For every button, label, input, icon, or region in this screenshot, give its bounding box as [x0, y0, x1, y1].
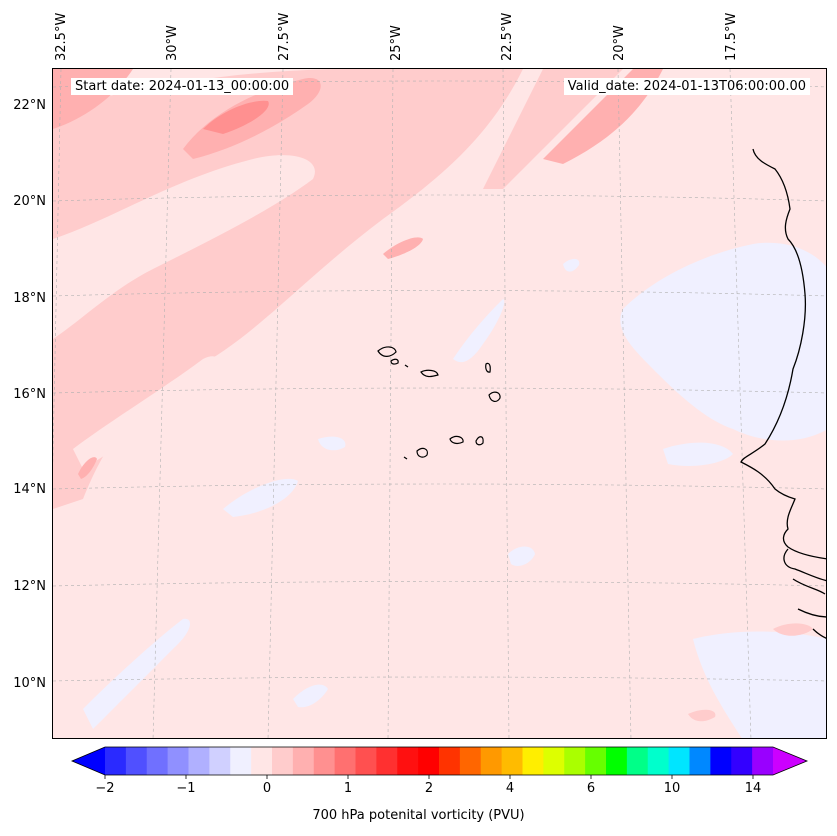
cape-verde-islands [377, 346, 501, 460]
lat-label: 14°N [13, 482, 46, 497]
lat-label: 12°N [13, 579, 46, 594]
colorbar-segment [459, 747, 482, 775]
colorbar-tick: 2 [424, 781, 434, 796]
colorbar-label: 700 hPa potenital vorticity (PVU) [312, 808, 525, 823]
colorbar-segment [543, 747, 565, 775]
colorbar-segment [125, 747, 148, 775]
colorbar-segment [230, 747, 252, 775]
pv-band-main [53, 69, 523, 509]
colorbar-tick: 0 [262, 781, 272, 796]
colorbar-tick: 10 [663, 781, 681, 796]
lat-label: 16°N [13, 387, 46, 402]
lon-label: 27.5°W [277, 12, 292, 61]
colorbar-segment [355, 747, 377, 775]
colorbar-segment [397, 747, 419, 775]
lon-label: 25°W [389, 25, 404, 61]
colorbar-segment [146, 747, 169, 775]
pv-spot-w [78, 457, 97, 479]
pv-pos-s [688, 709, 716, 722]
pv-band-dark3 [203, 100, 269, 134]
colorbar-segment [418, 747, 440, 775]
pv-band-inner [53, 155, 315, 339]
colorbar-tick: 14 [744, 781, 762, 796]
valid-date-label: Valid_date: 2024-01-13T06:00:00.00 [563, 78, 810, 95]
colorbar-segment [272, 747, 294, 775]
start-date-label: Start date: 2024-01-13_00:00:00 [71, 78, 294, 95]
pv-pos-se [773, 623, 813, 636]
colorbar-segment [188, 747, 210, 775]
colorbar-segment [626, 747, 649, 775]
colorbar-segment [480, 747, 503, 775]
colorbar-extend-max [773, 747, 807, 775]
pv-neg-c2 [508, 546, 535, 566]
colorbar-segment [334, 747, 356, 775]
lon-label: 32.5°W [54, 12, 69, 61]
lon-label: 30°W [165, 25, 180, 61]
colorbar-segment [606, 747, 628, 775]
colorbar-segment [752, 747, 774, 775]
pv-neg-east2 [663, 442, 733, 466]
colorbar-segment [731, 747, 753, 775]
pv-neg-c4 [563, 258, 580, 272]
pv-neg-c [453, 299, 505, 363]
pv-neg-s [293, 684, 328, 708]
pv-spot [383, 237, 423, 259]
colorbar-segment [668, 747, 690, 775]
map-area[interactable]: Start date: 2024-01-13_00:00:00 Valid_da… [52, 68, 827, 739]
colorbar-segment [105, 747, 127, 775]
lat-label: 22°N [13, 98, 46, 113]
lat-label: 10°N [13, 676, 46, 691]
colorbar-segment [167, 747, 189, 775]
lat-label: 20°N [13, 194, 46, 209]
colorbar-segment [522, 747, 544, 775]
colorbar-segment [689, 747, 711, 775]
colorbar-segment [209, 747, 231, 775]
colorbar-segment [292, 747, 315, 775]
lon-label: 22.5°W [500, 12, 515, 61]
colorbar-tick: 1 [343, 781, 353, 796]
colorbar-extend-min [72, 747, 105, 775]
pv-neg-c3 [318, 436, 346, 451]
colorbar [70, 746, 809, 779]
pv-band-ne2 [483, 69, 623, 189]
colorbar-tick: −2 [95, 781, 115, 796]
colorbar-segment [376, 747, 398, 775]
colorbar-tick: −1 [176, 781, 196, 796]
lat-label: 18°N [13, 291, 46, 306]
colorbar-tick: 4 [505, 781, 515, 796]
lon-label: 20°W [612, 25, 627, 61]
pv-field: Start date: 2024-01-13_00:00:00 Valid_da… [53, 69, 826, 738]
colorbar-tick: 6 [586, 781, 596, 796]
coastline-africa [740, 148, 826, 560]
colorbar-segment [585, 747, 607, 775]
colorbar-segment [251, 747, 273, 775]
coastline-africa-south [783, 548, 826, 639]
colorbar-segment [439, 747, 461, 775]
colorbar-segment [501, 747, 523, 775]
pv-neg-sw [83, 618, 190, 729]
colorbar-segment [564, 747, 586, 775]
lon-label: 17.5°W [724, 12, 739, 61]
pv-band-inner2 [73, 356, 222, 469]
colorbar-segment [647, 747, 670, 775]
pv-neg-mid [223, 478, 298, 517]
pv-neg-se [693, 631, 826, 738]
colorbar-segment [313, 747, 336, 775]
colorbar-segment [710, 747, 732, 775]
